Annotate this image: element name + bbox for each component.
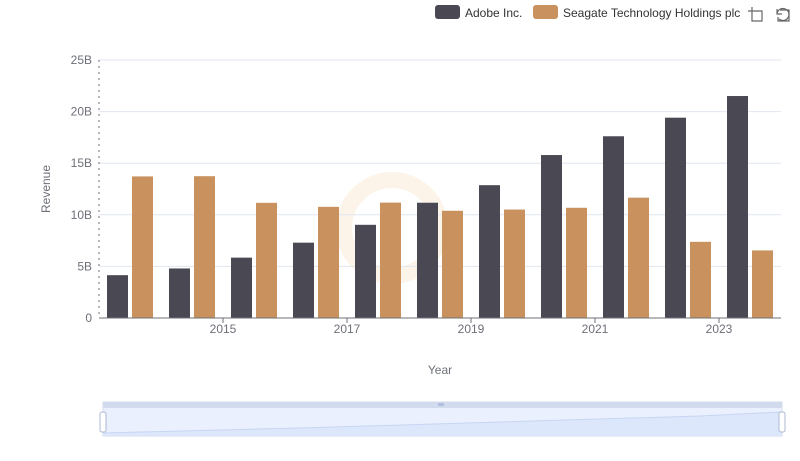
y-tick-label: 0 [85, 311, 92, 325]
bar-seagate-2023[interactable] [690, 241, 711, 318]
y-axis-title: Revenue [39, 165, 53, 213]
legend-label-seagate: Seagate Technology Holdings plc [563, 6, 740, 20]
zoom-icon[interactable] [748, 7, 763, 22]
bar-seagate-2022[interactable] [628, 197, 649, 318]
x-tick-label: 2021 [582, 322, 609, 336]
legend-swatch-adobe [435, 5, 460, 19]
bar-seagate-2014[interactable] [132, 176, 153, 318]
bar-adobe-2023[interactable] [665, 117, 686, 318]
y-tick-label: 5B [77, 259, 92, 273]
legend[interactable]: Adobe Inc. Seagate Technology Holdings p… [435, 5, 740, 20]
data-zoom-handle-left[interactable] [99, 411, 107, 433]
bar-adobe-2014[interactable] [107, 275, 128, 318]
y-tick-label: 20B [71, 105, 92, 119]
y-tick-label: 15B [71, 156, 92, 170]
bars [107, 96, 773, 318]
bar-adobe-2015[interactable] [169, 268, 190, 318]
x-tick-label: 2019 [458, 322, 485, 336]
bar-adobe-2024[interactable] [727, 96, 748, 318]
bar-adobe-2020[interactable] [479, 185, 500, 318]
bar-adobe-2019[interactable] [417, 202, 438, 318]
legend-item-seagate[interactable]: Seagate Technology Holdings plc [533, 5, 740, 20]
x-tick-label: 2015 [210, 322, 237, 336]
x-axis-title: Year [428, 363, 452, 377]
bar-seagate-2020[interactable] [504, 209, 525, 318]
bar-seagate-2017[interactable] [318, 206, 339, 318]
restore-icon[interactable] [776, 7, 790, 22]
y-axis: 0 5B 10B 15B 20B 25B [71, 53, 100, 325]
bar-adobe-2017[interactable] [293, 242, 314, 318]
bar-adobe-2022[interactable] [603, 136, 624, 318]
legend-item-adobe[interactable]: Adobe Inc. [435, 5, 522, 20]
y-tick-label: 10B [71, 208, 92, 222]
bar-seagate-2019[interactable] [442, 210, 463, 318]
data-zoom-grip-icon[interactable] [438, 403, 444, 406]
x-axis: 2015 2017 2019 2021 2023 [99, 317, 781, 336]
x-tick-label: 2023 [706, 322, 733, 336]
data-zoom-handle-right[interactable] [778, 411, 786, 433]
bar-seagate-2018[interactable] [380, 202, 401, 318]
bar-seagate-2021[interactable] [566, 207, 587, 318]
bar-adobe-2016[interactable] [231, 257, 252, 318]
legend-swatch-seagate [533, 5, 558, 19]
bar-adobe-2018[interactable] [355, 224, 376, 318]
bar-seagate-2015[interactable] [194, 176, 215, 318]
x-tick-label: 2017 [334, 322, 361, 336]
y-tick-label: 25B [71, 53, 92, 67]
legend-label-adobe: Adobe Inc. [465, 6, 522, 20]
bar-seagate-2016[interactable] [256, 202, 277, 318]
bar-seagate-2024[interactable] [752, 250, 773, 318]
data-zoom-slider[interactable] [99, 401, 786, 437]
bar-adobe-2021[interactable] [541, 155, 562, 318]
